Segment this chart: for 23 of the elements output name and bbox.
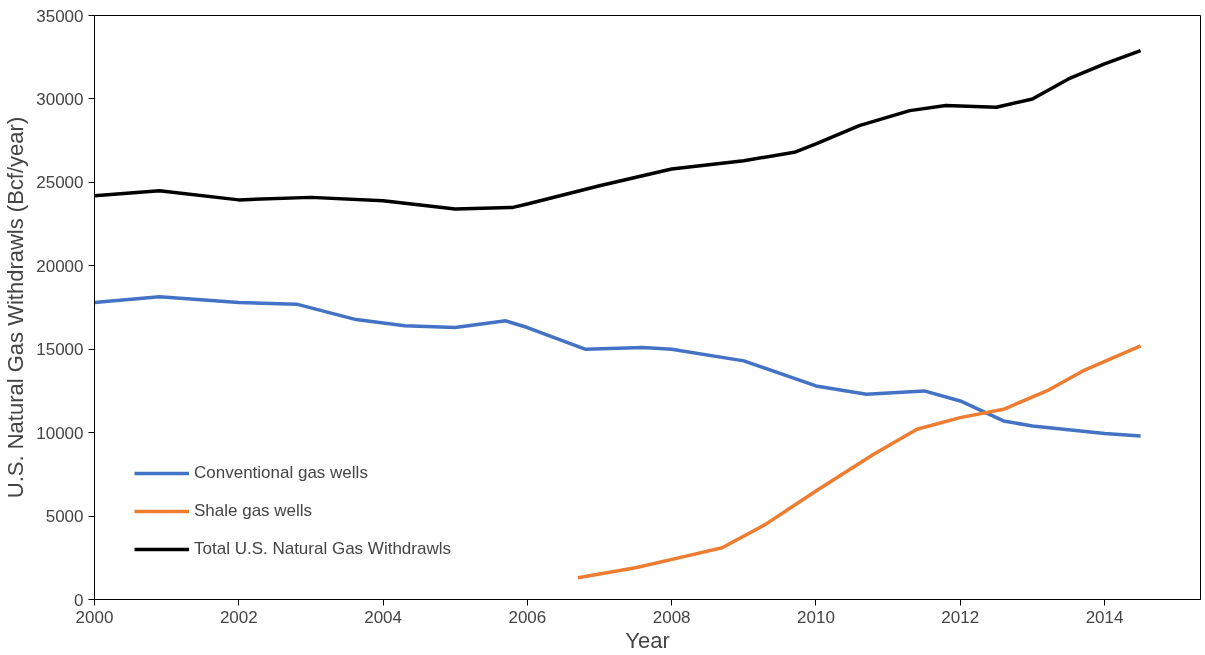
- y-tick-label: 35000: [36, 6, 84, 26]
- y-axis-title: U.S. Natural Gas Withdrawls (Bcf/year): [3, 116, 29, 499]
- line-series: [94, 294, 1143, 438]
- y-tick-label: 25000: [36, 173, 84, 193]
- x-tick-label: 2000: [75, 607, 114, 627]
- y-tick-label: 5000: [45, 507, 84, 527]
- x-tick-label: 2004: [364, 607, 402, 627]
- y-tick-label: 0: [74, 590, 84, 610]
- x-tick-label: 2012: [941, 607, 980, 627]
- x-tick-label: 2010: [797, 607, 835, 627]
- y-tick-label: 15000: [36, 340, 84, 360]
- legend-label: Shale gas wells: [194, 501, 313, 521]
- line-series: [576, 344, 1143, 580]
- x-tick-label: 2008: [652, 607, 691, 627]
- legend-label: Total U.S. Natural Gas Withdrawls: [194, 539, 451, 559]
- x-tick-label: 2014: [1085, 607, 1124, 627]
- y-tick-label: 10000: [36, 423, 84, 443]
- legend-label: Conventional gas wells: [194, 463, 368, 483]
- x-tick-label: 2002: [219, 607, 258, 627]
- y-tick-label: 20000: [36, 256, 84, 276]
- x-tick-label: 2006: [508, 607, 547, 627]
- y-tick-label: 30000: [36, 89, 84, 109]
- x-axis-title: Year: [625, 627, 670, 653]
